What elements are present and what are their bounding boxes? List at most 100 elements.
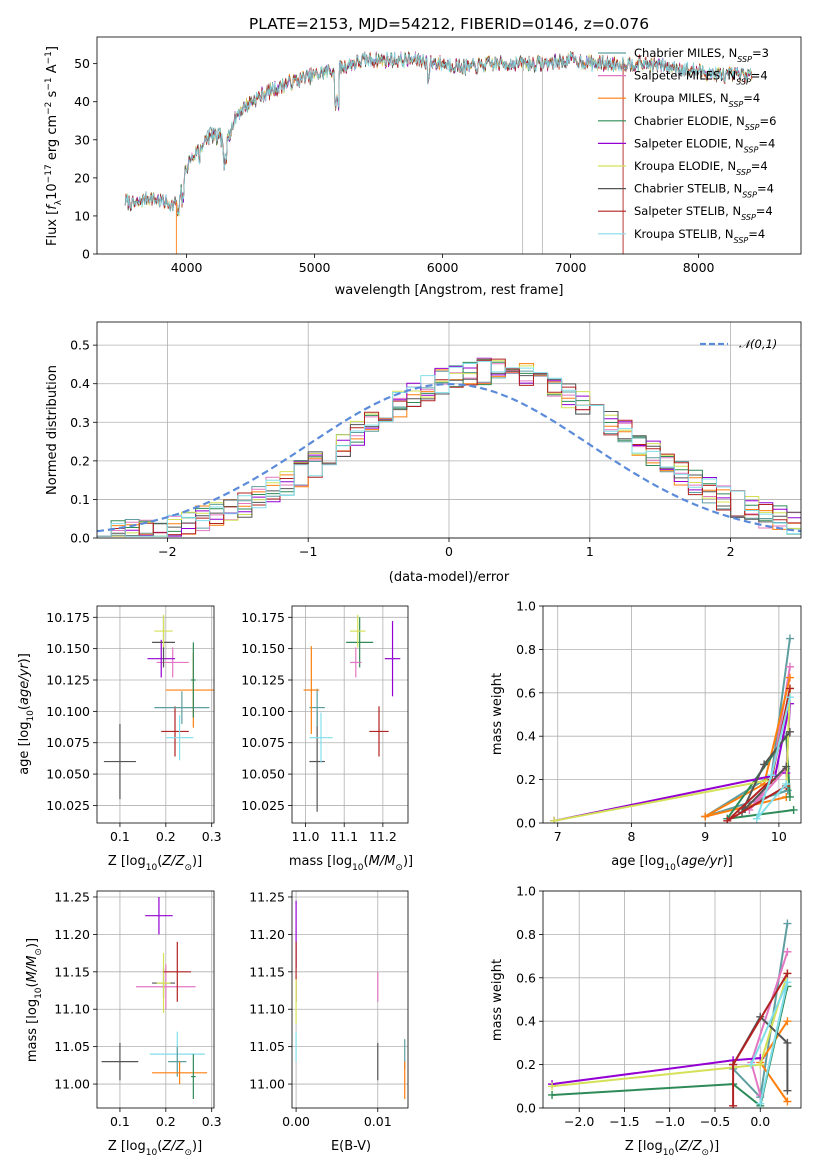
x-axis-label: Z [log10(Z/Z⊙)] bbox=[108, 854, 202, 873]
x-tick-label: 9 bbox=[701, 829, 709, 844]
weight-marker-chabrier_stelib bbox=[782, 762, 791, 771]
x-tick-label: 6000 bbox=[427, 260, 459, 275]
plot-area bbox=[103, 614, 214, 800]
y-tick-label: 10.125 bbox=[46, 673, 90, 688]
weight-marker-chabrier_stelib bbox=[783, 1086, 792, 1095]
x-tick-label: 10 bbox=[771, 829, 787, 844]
axes-frame bbox=[96, 36, 802, 255]
x-tick-label: 5000 bbox=[299, 260, 331, 275]
spectrum-line-kroupa_stelib bbox=[124, 51, 752, 216]
y-tick-label: 10.100 bbox=[46, 704, 90, 719]
legend-entry: Salpeter ELODIE, NSSP=4 bbox=[634, 136, 775, 154]
x-tick-label: −2.0 bbox=[564, 1114, 594, 1129]
x-axis-label: wavelength [Angstrom, rest frame] bbox=[335, 283, 564, 298]
chart-mass_vs_Z: 0.1 0.2 0.3 11.00 11.05 11.10 11.15 11.20 11.25 bbox=[54, 889, 221, 1129]
x-tick-label: −1 bbox=[299, 544, 317, 559]
chart-mass_vs_ebv: 0.00 0.01 11.00 11.05 11.10 11.15 11.20 11.25 bbox=[249, 889, 409, 1129]
y-tick-label: 11.05 bbox=[54, 1039, 90, 1054]
y-tick-label: 10.025 bbox=[46, 798, 90, 813]
weight-marker-kroupa_miles bbox=[783, 1097, 792, 1106]
y-tick-label: 40 bbox=[74, 94, 90, 109]
y-tick-label: 0.4 bbox=[516, 1014, 536, 1029]
x-tick-label: 7000 bbox=[555, 260, 587, 275]
y-axis-label: mass [log10(M/M⊙)] bbox=[25, 938, 44, 1062]
weight-marker-chabrier_stelib bbox=[785, 727, 794, 736]
legend-entry: Kroupa ELODIE, NSSP=4 bbox=[634, 159, 768, 177]
plot-area bbox=[303, 614, 401, 812]
y-tick-label: 10.050 bbox=[241, 767, 285, 782]
y-tick-label: 10.175 bbox=[46, 610, 90, 625]
weight-marker-salpeter_stelib bbox=[723, 816, 732, 823]
y-tick-label: 0.2 bbox=[516, 772, 536, 787]
legend-entry: Salpeter MILES, NSSP=4 bbox=[634, 69, 768, 87]
legend-entry: Kroupa STELIB, NSSP=4 bbox=[634, 227, 765, 245]
chart-age_vs_mass: 11.0 11.1 11.2 10.025 10.050 10.075 10.100 10.1… bbox=[241, 605, 409, 844]
y-tick-label: 10.025 bbox=[241, 798, 285, 813]
y-tick-label: 10 bbox=[74, 208, 90, 223]
plot-area bbox=[97, 357, 801, 538]
weight-marker-chabrier_elodie bbox=[785, 792, 794, 801]
weight-marker-kroupa_miles bbox=[701, 812, 710, 821]
x-axis-label: mass [log10(M/M⊙)] bbox=[289, 854, 413, 873]
weight-marker-kroupa_miles bbox=[785, 673, 794, 682]
axes-frame bbox=[96, 605, 215, 824]
y-tick-label: 11.15 bbox=[249, 964, 285, 979]
plot-area bbox=[101, 896, 208, 1100]
x-axis-label: age [log10(age/yr)] bbox=[611, 854, 733, 873]
y-tick-label: 0.8 bbox=[516, 642, 536, 657]
weight-marker-salpeter_miles bbox=[785, 662, 794, 671]
chart-residuals: −2 −1 0 1 2 0.0 0.1 0.2 0.3 0.4 0.5 bbox=[70, 321, 802, 559]
chart-layer: 4000 5000 6000 7000 800001020304050wavelengt… bbox=[17, 36, 802, 1158]
legend-entry: 𝒩(0,1) bbox=[739, 337, 777, 351]
x-tick-label: 7 bbox=[554, 829, 562, 844]
y-tick-label: 30 bbox=[74, 132, 90, 147]
y-axis-label: Flux [fλ10−17 erg cm−2 s−1 A−1] bbox=[44, 46, 64, 246]
y-tick-label: 11.10 bbox=[249, 1002, 285, 1017]
x-tick-label: 0.3 bbox=[202, 829, 222, 844]
weight-marker-kroupa_stelib bbox=[756, 1099, 765, 1108]
x-axis-label: Z [log10(Z/Z⊙)] bbox=[108, 1139, 202, 1158]
weight-marker-salpeter_miles bbox=[783, 947, 792, 956]
x-tick-label: 0.00 bbox=[282, 1114, 310, 1129]
axes-frame bbox=[542, 605, 802, 824]
legend-entry: Kroupa MILES, NSSP=4 bbox=[634, 91, 760, 109]
y-tick-label: 0.2 bbox=[70, 453, 90, 468]
y-tick-label: 0.0 bbox=[516, 816, 536, 831]
axes-frame bbox=[96, 890, 215, 1109]
y-tick-label: 10.075 bbox=[241, 735, 285, 750]
x-axis-label: (data-model)/error bbox=[389, 570, 510, 585]
y-tick-label: 0.0 bbox=[70, 531, 90, 546]
y-tick-label: 0.4 bbox=[516, 729, 536, 744]
chart-age_vs_Z: 0.1 0.2 0.3 10.025 10.050 10.075 10.100 10.125 1… bbox=[46, 605, 222, 844]
weight-marker-kroupa_stelib bbox=[747, 1060, 756, 1069]
weight-line-salpeter_miles bbox=[748, 666, 791, 811]
y-tick-label: 20 bbox=[74, 170, 90, 185]
y-tick-label: 11.10 bbox=[54, 1002, 90, 1017]
y-axis-label: Normed distribution bbox=[45, 365, 60, 495]
x-tick-label: 0.01 bbox=[364, 1114, 392, 1129]
weight-line-kroupa_miles bbox=[704, 677, 791, 818]
y-tick-label: 10.125 bbox=[241, 673, 285, 688]
y-axis-label: mass weight bbox=[490, 959, 505, 1041]
y-tick-label: 1.0 bbox=[516, 884, 536, 899]
axes-frame bbox=[542, 890, 802, 1109]
legend-entry: Chabrier ELODIE, NSSP=6 bbox=[634, 114, 776, 132]
weight-marker-kroupa_miles bbox=[783, 1017, 792, 1026]
weight-marker-chabrier_stelib bbox=[760, 760, 769, 769]
histogram-kroupa_stelib bbox=[97, 360, 801, 538]
y-tick-label: 10.150 bbox=[241, 641, 285, 656]
x-axis-label: Z [log10(Z/Z⊙)] bbox=[625, 1139, 719, 1158]
axes-frame bbox=[291, 890, 409, 1109]
axes-frame bbox=[96, 321, 802, 539]
weight-marker-kroupa_stelib bbox=[752, 814, 761, 823]
y-tick-label: 11.25 bbox=[54, 889, 90, 904]
chart-spectrum: 4000 5000 6000 7000 8000 0 10 20 30 40 50 bbox=[74, 36, 802, 275]
plot-area bbox=[548, 919, 792, 1108]
y-tick-label: 0.0 bbox=[516, 1101, 536, 1116]
x-tick-label: 0.2 bbox=[156, 1114, 176, 1129]
y-tick-label: 0.6 bbox=[516, 970, 536, 985]
weight-marker-chabrier_elodie bbox=[789, 805, 798, 814]
plot-area bbox=[550, 634, 798, 823]
chart-weight_vs_age: 7 8 9 10 0.0 0.2 0.4 0.6 0.8 1.0 bbox=[516, 599, 802, 844]
